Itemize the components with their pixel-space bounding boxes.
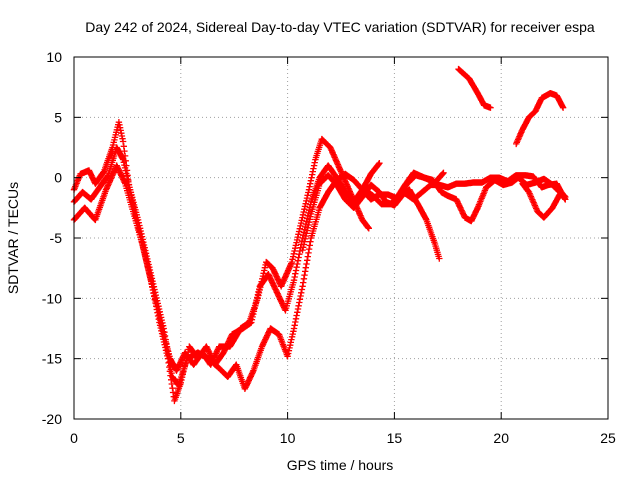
series-track-5 xyxy=(361,172,569,225)
data-points-track-4 xyxy=(299,172,443,262)
series-track-7 xyxy=(455,65,494,111)
y-tick-label: 0 xyxy=(54,170,62,186)
series-track-9 xyxy=(519,180,569,221)
y-axis-label: SDTVAR / TECUs xyxy=(5,182,21,294)
y-tick-label: 5 xyxy=(54,109,62,125)
x-tick-label: 15 xyxy=(387,430,403,446)
series-track-4 xyxy=(299,172,443,262)
x-tick-label: 5 xyxy=(177,430,185,446)
y-tick-label: -5 xyxy=(50,230,63,246)
series-track-3 xyxy=(70,144,447,392)
series-track-1 xyxy=(70,119,372,374)
x-tick-label: 20 xyxy=(493,430,509,446)
data-points-track-6 xyxy=(401,172,567,203)
y-tick-label: -15 xyxy=(42,351,62,367)
x-tick-label: 10 xyxy=(280,430,296,446)
x-axis-label: GPS time / hours xyxy=(287,457,394,473)
data-points-track-9 xyxy=(519,180,569,221)
grid xyxy=(74,57,608,419)
data-points-track-1 xyxy=(70,119,372,374)
chart-title: Day 242 of 2024, Sidereal Day-to-day VTE… xyxy=(85,19,595,35)
axis-ticks: 0 5 10 15 20 25 -20 -15 -10 -5 0 5 10 xyxy=(42,49,616,446)
data-points-track-8 xyxy=(513,90,567,148)
data-points-track-2 xyxy=(70,160,383,405)
y-tick-label: -10 xyxy=(42,290,62,306)
series-track-2 xyxy=(70,160,383,405)
x-tick-label: 25 xyxy=(600,430,616,446)
data-points-track-5 xyxy=(361,172,569,225)
series-track-8 xyxy=(513,90,567,148)
x-tick-label: 0 xyxy=(70,430,78,446)
y-tick-label: -20 xyxy=(42,411,62,427)
data-points-track-3 xyxy=(70,144,447,392)
data-series xyxy=(70,65,569,405)
y-tick-label: 10 xyxy=(46,49,62,65)
data-points-track-7 xyxy=(455,65,494,111)
series-track-6 xyxy=(401,172,567,203)
